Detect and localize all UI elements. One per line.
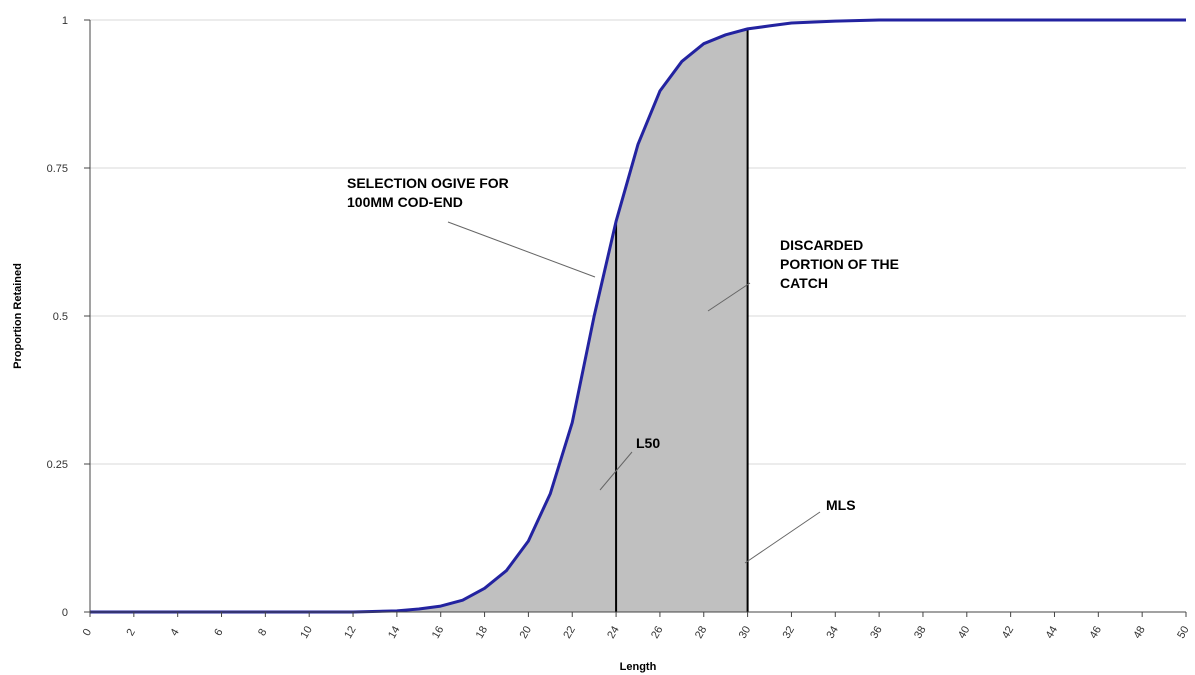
y-tick-label: 1 [62, 15, 68, 27]
x-tick-label: 6 [212, 627, 225, 638]
fill-layer [396, 28, 748, 612]
x-tick-label: 34 [824, 624, 841, 641]
x-tick-label: 28 [693, 624, 710, 641]
x-tick-label: 44 [1044, 624, 1061, 641]
x-tick-label: 48 [1131, 624, 1148, 641]
annotation-mls-leader [744, 511, 821, 564]
x-tick-label: 16 [430, 624, 447, 641]
x-tick-label: 8 [256, 627, 269, 638]
annotation-l50-line: L50 [636, 435, 660, 451]
x-tick-label: 12 [342, 624, 359, 641]
annotation-selection-ogive-line: 100MM COD-END [347, 194, 463, 210]
y-tick-label: 0.75 [47, 163, 68, 175]
y-tick-label: 0.5 [53, 311, 68, 323]
y-tick-label: 0 [62, 607, 68, 619]
annotation-selection-ogive: SELECTION OGIVE FOR 100MM COD-END [347, 175, 509, 210]
annotation-mls: MLS [826, 497, 856, 513]
y-tick-label: 0.25 [47, 459, 68, 471]
x-tick-label: 40 [956, 624, 973, 641]
x-tick-label: 0 [81, 627, 94, 638]
discarded-area [396, 28, 748, 612]
annotation-selection-ogive-line: SELECTION OGIVE FOR [347, 175, 509, 191]
x-tick-label: 18 [474, 624, 491, 641]
annotation-discarded-portion-line: PORTION OF THE [780, 256, 899, 272]
x-tick-label: 26 [649, 624, 666, 641]
x-tick-label: 50 [1175, 624, 1192, 641]
annotation-mls-line: MLS [826, 497, 856, 513]
x-tick-label: 22 [561, 624, 578, 641]
x-axis-title: Length [620, 661, 657, 673]
annot-layer: SELECTION OGIVE FOR 100MM COD-END DISCARDE… [347, 175, 899, 564]
x-tick-label: 42 [1000, 624, 1017, 641]
annotation-discarded-portion-line: CATCH [780, 275, 828, 291]
annotation-discarded-portion-leader [707, 282, 751, 312]
annotation-l50: L50 [636, 435, 660, 451]
x-tick-label: 38 [912, 624, 929, 641]
x-tick-label: 20 [518, 624, 535, 641]
x-tick-label: 4 [168, 627, 181, 638]
x-tick-label: 24 [605, 624, 622, 641]
x-tick-label: 32 [781, 624, 798, 641]
annotation-discarded-portion: DISCARDED PORTION OF THE CATCH [780, 237, 899, 291]
y-axis-title: Proportion Retained [12, 263, 24, 369]
annotation-selection-ogive-leader [447, 221, 596, 278]
annotation-discarded-portion-line: DISCARDED [780, 237, 863, 253]
x-tick-label: 10 [298, 624, 315, 641]
x-tick-label: 2 [125, 627, 138, 638]
x-tick-label: 46 [1087, 624, 1104, 641]
annotation-l50-leader [599, 451, 633, 491]
x-tick-label: 14 [386, 624, 403, 641]
vline-layer [615, 28, 749, 612]
x-tick-label: 30 [737, 624, 754, 641]
x-tick-label: 36 [868, 624, 885, 641]
